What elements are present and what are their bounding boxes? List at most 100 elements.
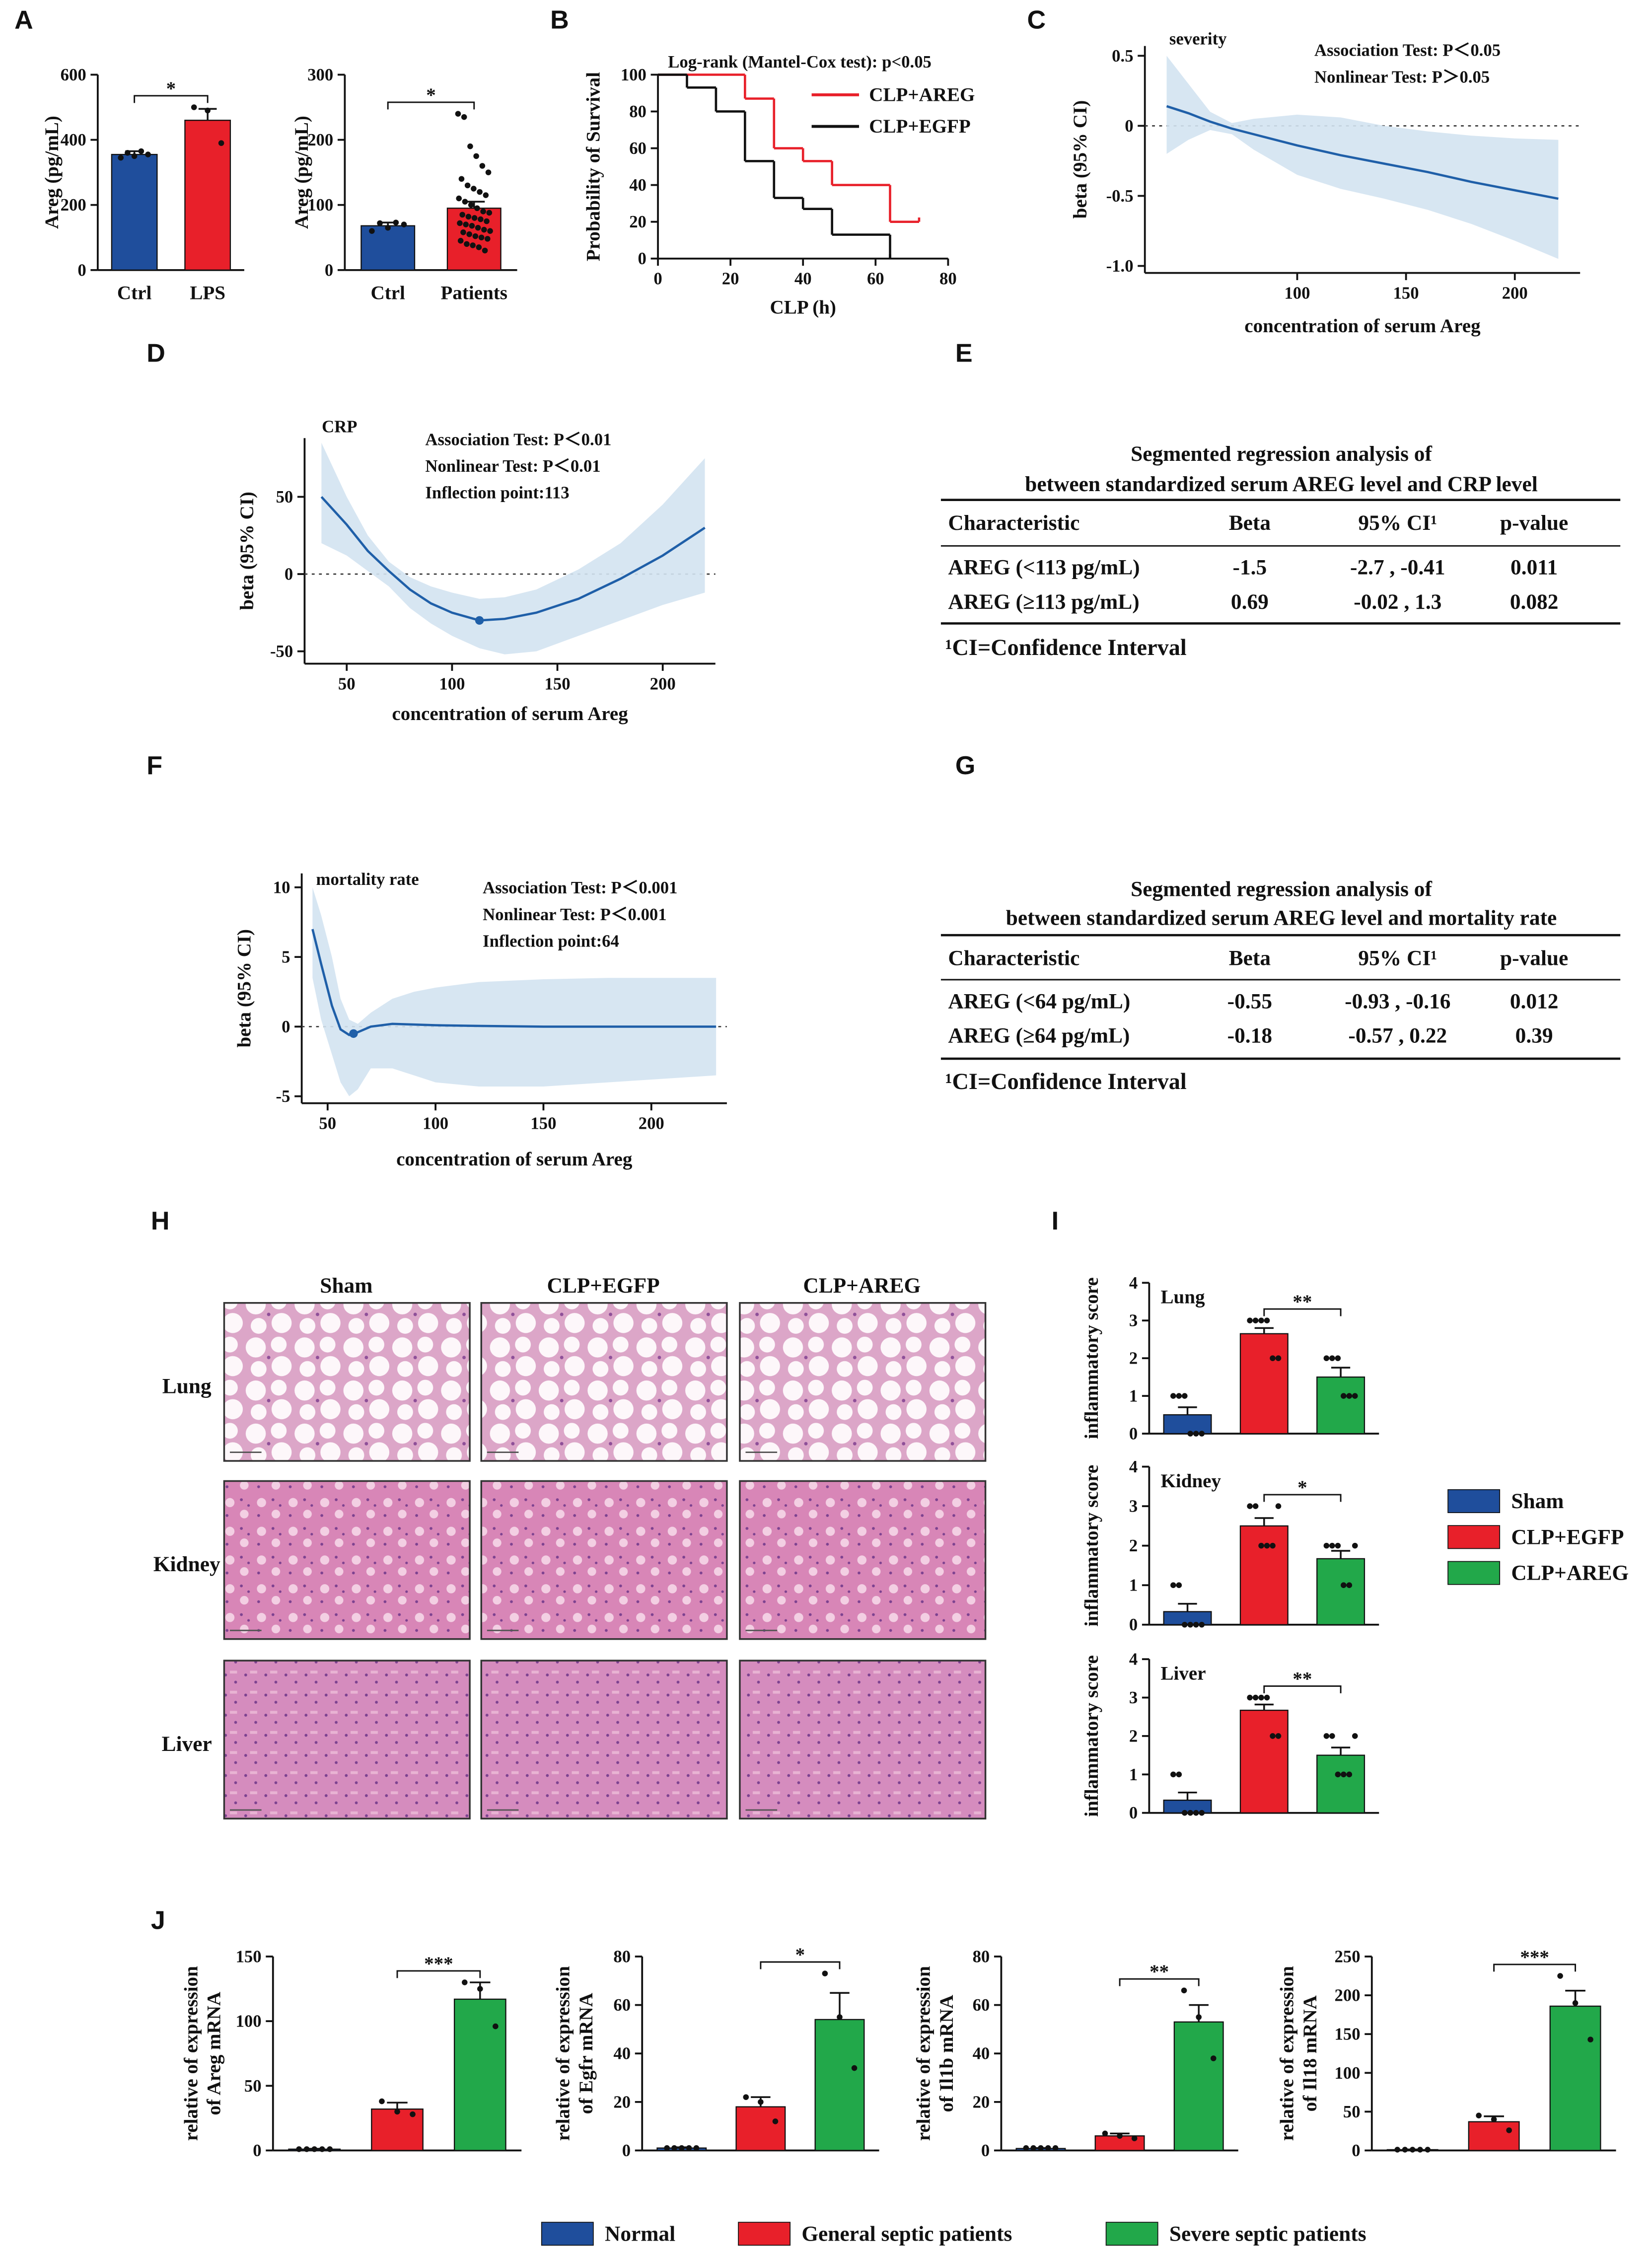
bar (360, 225, 416, 271)
data-point (1476, 2112, 1482, 2118)
y-axis-label: beta (95% CI) (236, 492, 258, 610)
significance-label: ** (1293, 1291, 1312, 1312)
annotation: Association Test: P＜0.05 (1314, 41, 1501, 60)
y-axis-label: inflammatory score (1081, 1655, 1102, 1817)
data-point (686, 2145, 692, 2151)
legend-label: CLP+AREG (869, 84, 975, 105)
y-tick-label: 400 (61, 130, 86, 149)
data-point (1323, 1733, 1330, 1739)
data-point (1275, 1503, 1282, 1509)
y-tick-label: 0 (285, 565, 293, 584)
data-point (1247, 1694, 1253, 1701)
data-point (462, 199, 468, 205)
data-point (1131, 2135, 1138, 2141)
y-tick-label: 0 (325, 260, 333, 280)
annotation: Nonlinear Test: P＜0.01 (425, 456, 600, 476)
data-point (1323, 1355, 1330, 1361)
y-tick-label: 0 (1129, 1803, 1138, 1822)
y-tick-label: 100 (236, 2012, 262, 2031)
table-footnote: ¹CI=Confidence Interval (945, 1069, 1187, 1094)
panel-label: H (151, 1207, 170, 1235)
y-tick-label: 60 (973, 1995, 990, 2015)
y-axis-label: relative of expression (1277, 1966, 1298, 2141)
histology-image (223, 1302, 471, 1462)
data-point (1425, 2147, 1431, 2153)
y-tick-label: 80 (613, 1947, 631, 1966)
data-point (470, 242, 476, 248)
bar (1316, 1754, 1365, 1814)
data-point (1323, 1542, 1330, 1549)
fit-line (320, 496, 706, 622)
data-point (1258, 1694, 1264, 1701)
data-point (1038, 2145, 1044, 2151)
table-header: 95% CI¹ (1358, 946, 1437, 970)
data-point (464, 182, 471, 189)
data-point (1252, 1317, 1259, 1323)
data-point (1176, 1393, 1182, 1399)
chart-title: Liver (1161, 1663, 1206, 1684)
bar (1239, 1333, 1289, 1435)
data-point (476, 244, 482, 250)
data-point (1181, 1621, 1188, 1628)
significance-label: *** (1520, 1947, 1549, 1968)
legend-label: CLP+AREG (1511, 1561, 1629, 1585)
histology-image (739, 1302, 987, 1462)
y-tick-label: 3 (1129, 1311, 1138, 1330)
data-point (1170, 1393, 1176, 1399)
table-header: Beta (1229, 511, 1271, 535)
y-axis-label: of Il18 mRNA (1299, 1995, 1321, 2111)
panel-label: E (955, 339, 973, 368)
legend-swatch (1105, 2222, 1158, 2246)
data-point (743, 2094, 749, 2100)
y-axis-label: inflammatory score (1081, 1465, 1102, 1627)
y-tick-label: 0 (1352, 2141, 1360, 2160)
data-point (478, 216, 484, 222)
y-tick-label: 1 (1129, 1765, 1138, 1784)
y-tick-label: -50 (270, 642, 293, 661)
data-point (1352, 1733, 1358, 1739)
chart-title: severity (1169, 29, 1227, 49)
table-header: Characteristic (948, 946, 1079, 970)
data-point (303, 2146, 310, 2152)
y-tick-label: -5 (276, 1087, 290, 1106)
data-point (1402, 2147, 1408, 2153)
data-point (1181, 1393, 1188, 1399)
data-point (1170, 1771, 1176, 1778)
fit-line (1166, 105, 1559, 200)
data-point (1117, 2133, 1123, 2139)
data-point (1264, 1694, 1270, 1701)
significance-label: * (166, 78, 176, 99)
data-point (1023, 2145, 1029, 2151)
annotation: Inflection point:64 (483, 931, 619, 950)
data-point (1335, 1771, 1341, 1778)
bar (453, 1998, 506, 2151)
y-axis-label: relative of expression (180, 1966, 202, 2141)
y-tick-label: 80 (973, 1947, 990, 1966)
data-point (1329, 1733, 1335, 1739)
y-tick-label: 1 (1129, 1386, 1138, 1406)
data-point (1341, 1393, 1347, 1399)
y-tick-label: 150 (1335, 2025, 1361, 2044)
data-point (475, 224, 481, 231)
data-point (487, 228, 493, 234)
data-point (468, 202, 474, 208)
x-tick-label: Ctrl (371, 283, 406, 304)
data-point (1045, 2145, 1051, 2151)
data-point (1557, 1973, 1563, 1979)
y-tick-label: 40 (973, 2044, 990, 2063)
data-point (296, 2146, 302, 2152)
table-cell: 0.69 (1231, 590, 1269, 614)
data-point (758, 2099, 764, 2105)
chart-title: Kidney (1161, 1470, 1221, 1492)
bar (1316, 1376, 1365, 1435)
x-tick-label: 200 (639, 1114, 664, 1133)
data-point (456, 195, 462, 202)
histology-image (223, 1480, 471, 1640)
y-tick-label: 0 (1125, 116, 1133, 136)
panel-label: I (1052, 1207, 1059, 1235)
data-point (460, 229, 466, 235)
significance-bracket (396, 1970, 481, 1978)
data-point (455, 111, 461, 117)
table-cell: -0.93 , -0.16 (1345, 989, 1450, 1013)
data-point (485, 236, 491, 242)
